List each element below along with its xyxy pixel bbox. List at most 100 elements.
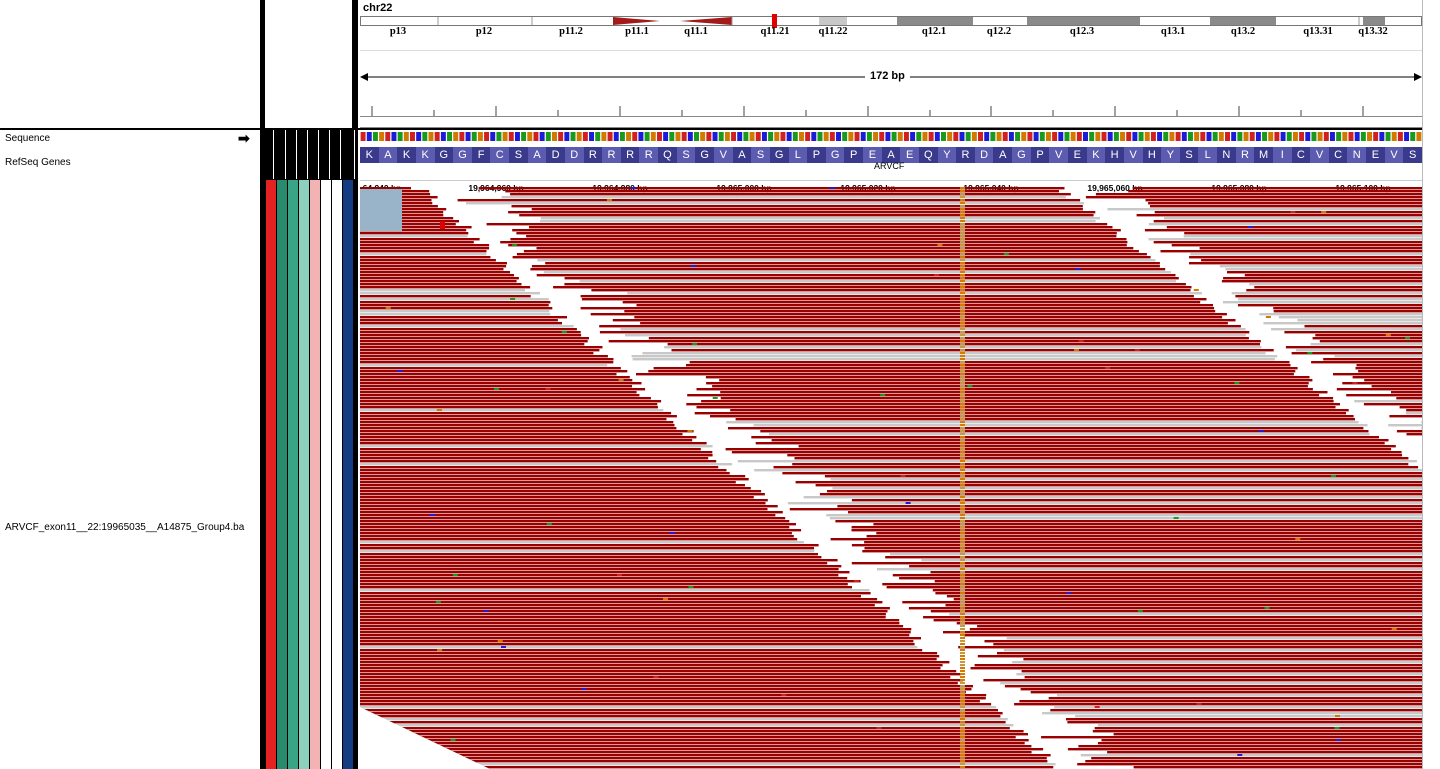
read <box>360 511 783 514</box>
snv-mark <box>960 589 965 591</box>
read <box>1227 271 1422 274</box>
attr-color-pink[interactable] <box>310 180 320 769</box>
mismatch-mark <box>429 514 435 516</box>
snv-mark <box>960 748 965 750</box>
snv-mark <box>960 667 965 669</box>
track-name-refseq[interactable]: RefSeq Genes <box>5 157 71 168</box>
attr-cell[interactable] <box>319 128 330 179</box>
alignment-reads[interactable] <box>360 187 1422 769</box>
base-mark <box>916 132 922 141</box>
attr-cell[interactable] <box>286 128 297 179</box>
read <box>908 607 1422 610</box>
read <box>1184 232 1422 235</box>
read <box>526 235 1117 238</box>
read <box>360 766 1054 769</box>
right-arrow-icon[interactable]: ➡ <box>238 130 250 146</box>
snv-mark <box>960 484 965 486</box>
read <box>486 223 1108 226</box>
read <box>360 226 472 229</box>
gene-name[interactable]: ARVCF <box>874 161 905 171</box>
attr-cell[interactable] <box>297 128 308 179</box>
attr-color-white-2[interactable] <box>332 180 342 769</box>
panel-divider[interactable] <box>260 0 262 769</box>
read <box>360 760 1048 763</box>
attr-color-mint[interactable] <box>299 180 309 769</box>
read <box>1019 700 1422 703</box>
read <box>1323 358 1422 361</box>
base-mark <box>656 132 662 141</box>
snv-mark <box>960 760 965 762</box>
read <box>360 679 964 682</box>
panel-divider-2[interactable] <box>355 0 358 769</box>
read <box>1113 733 1422 736</box>
snv-mark <box>960 244 965 246</box>
read <box>1067 721 1422 724</box>
read <box>1235 295 1422 298</box>
amino-acid: E <box>863 147 882 163</box>
track-name-sequence[interactable]: Sequence <box>5 133 51 144</box>
attr-cell[interactable] <box>262 128 274 179</box>
base-mark <box>613 132 619 141</box>
read <box>826 514 1422 517</box>
attr-cell[interactable] <box>341 128 355 179</box>
snv-mark <box>960 487 965 489</box>
read <box>508 211 1096 214</box>
read <box>360 433 683 436</box>
base-mark <box>372 132 378 141</box>
read <box>360 571 850 574</box>
read <box>360 526 790 529</box>
attr-color-white[interactable] <box>321 180 331 769</box>
sequence-track[interactable] <box>360 131 1422 142</box>
attr-cell[interactable] <box>274 128 286 179</box>
snv-mark <box>960 685 965 687</box>
base-mark <box>1157 132 1163 141</box>
read <box>1259 313 1422 316</box>
attr-color-red[interactable] <box>266 180 276 769</box>
snv-mark <box>960 355 965 357</box>
snv-mark <box>960 553 965 555</box>
mismatch-mark <box>853 580 859 582</box>
snv-mark <box>960 400 965 402</box>
mismatch-mark <box>618 379 624 381</box>
read <box>360 586 852 589</box>
mismatch-mark <box>1265 316 1271 318</box>
snv-mark <box>960 298 965 300</box>
read <box>1148 223 1422 226</box>
mismatch-mark <box>687 430 693 432</box>
snv-mark <box>960 199 965 201</box>
alignment-track[interactable] <box>360 187 1422 769</box>
read <box>360 256 491 259</box>
read <box>1004 685 1422 688</box>
base-mark <box>1132 132 1138 141</box>
snv-mark <box>960 430 965 432</box>
base-mark <box>508 132 514 141</box>
attr-cell[interactable] <box>330 128 341 179</box>
mismatch-mark <box>385 307 391 309</box>
base-mark <box>768 132 774 141</box>
read <box>864 547 1422 550</box>
attr-cell[interactable] <box>308 128 319 179</box>
attr-color-navy[interactable] <box>343 180 353 769</box>
read <box>1050 709 1422 712</box>
read <box>516 232 1117 235</box>
amino-acid: S <box>1179 147 1199 163</box>
read <box>1295 349 1422 352</box>
attr-color-teal[interactable] <box>288 180 298 769</box>
chromosome-ideogram[interactable] <box>360 14 1422 28</box>
attr-color-green[interactable] <box>277 180 287 769</box>
snv-mark <box>960 376 965 378</box>
base-mark <box>545 132 551 141</box>
track-name-bam[interactable]: ARVCF_exon11__22:19965035__A14875_Group4… <box>5 522 245 533</box>
snv-mark <box>960 406 965 408</box>
read <box>360 667 941 670</box>
read <box>360 661 950 664</box>
mismatch-mark <box>494 388 499 390</box>
base-mark <box>1218 132 1224 141</box>
read <box>631 355 1278 358</box>
snv-mark <box>960 463 965 465</box>
snv-mark <box>960 397 965 399</box>
base-mark <box>607 132 613 141</box>
read <box>1237 298 1422 301</box>
snv-mark <box>960 325 965 327</box>
